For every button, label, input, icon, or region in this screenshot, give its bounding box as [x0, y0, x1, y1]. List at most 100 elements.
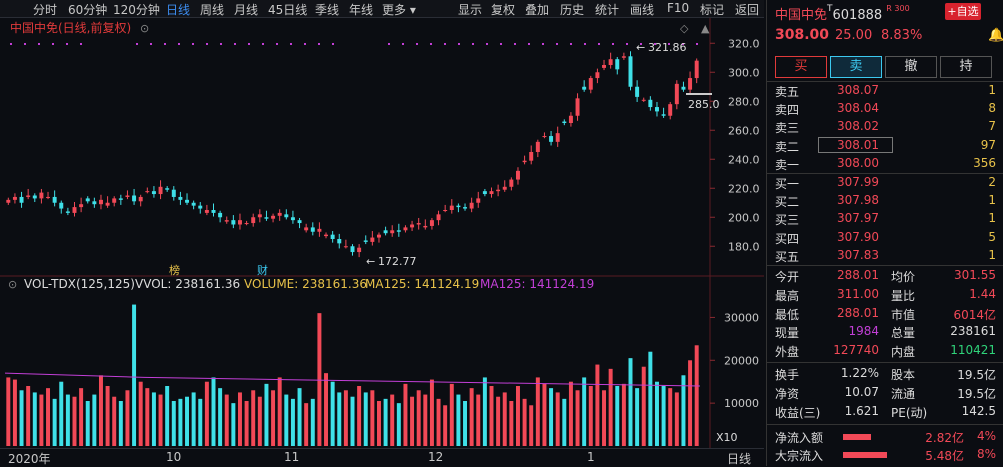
vol-unit: X10 [716, 431, 738, 444]
diamond-icon[interactable]: ◇ [680, 22, 689, 35]
tab-monthly[interactable]: 月线 [234, 3, 259, 17]
tag-ranking[interactable]: 榜 [169, 263, 180, 277]
chart-settings-icon[interactable]: ⊙ [140, 22, 149, 35]
flow-value: 5.48亿 [925, 449, 964, 463]
menu-adjust[interactable]: 复权 [491, 3, 516, 17]
buy-button[interactable]: 买 [775, 56, 827, 78]
candle [635, 86, 640, 97]
signal-dot [66, 43, 68, 45]
candle [350, 246, 355, 253]
tab-weekly[interactable]: 周线 [200, 3, 225, 17]
candle [489, 191, 494, 195]
tab-120min[interactable]: 120分钟 [113, 3, 160, 17]
stat-label-2: 量比 [891, 288, 916, 303]
volume-bar [284, 394, 289, 446]
menu-overlay[interactable]: 叠加 [525, 3, 550, 17]
candle [429, 220, 434, 226]
bid-label: 买四 [775, 231, 800, 246]
candle [125, 195, 130, 197]
volume-bar [85, 401, 90, 446]
stat-value: 127740 [833, 343, 879, 358]
x-label-nov: 11 [284, 450, 300, 464]
ask-row[interactable]: 卖五 308.07 1 [767, 83, 1003, 100]
vol-settings-icon[interactable]: ⊙ [8, 278, 17, 291]
fundamental-row: 净资 10.07 流通 19.5亿 [767, 385, 1003, 402]
volume-bar [608, 368, 613, 446]
fund-value-2: 142.5 [961, 403, 996, 418]
volume-bar [476, 394, 481, 446]
tab-more[interactable]: 更多 ▾ [382, 3, 416, 17]
menu-history[interactable]: 历史 [560, 3, 585, 17]
bid-row[interactable]: 买三 307.97 1 [767, 211, 1003, 228]
bid-row[interactable]: 买五 307.83 1 [767, 248, 1003, 265]
positions-button[interactable]: 持 [940, 56, 992, 78]
ask-row[interactable]: 卖四 308.04 8 [767, 101, 1003, 118]
volume-bar [456, 394, 461, 446]
candle [522, 160, 527, 163]
volume-bar [132, 304, 137, 446]
ask-row[interactable]: 卖一 308.00 356 [767, 156, 1003, 173]
signal-dot [542, 43, 544, 45]
divider [767, 424, 1003, 425]
vol-tick-label: 20000 [724, 354, 759, 367]
volume-bar [562, 398, 567, 446]
stat-value: 311.00 [837, 286, 879, 301]
tab-intraday[interactable]: 分时 [33, 3, 58, 17]
stat-value: 1984 [848, 324, 879, 339]
candle [59, 202, 64, 209]
stat-label: 外盘 [775, 345, 800, 360]
vol-volume: VOLUME: 238161.36 [244, 277, 367, 291]
volume-bar [105, 386, 110, 446]
bid-row[interactable]: 买一 307.99 2 [767, 175, 1003, 192]
y-tick-label: 200.0 [728, 211, 760, 224]
tab-yearly[interactable]: 年线 [349, 3, 374, 17]
signal-dot [556, 43, 558, 45]
x-label-jan: 1 [587, 450, 595, 464]
menu-mark[interactable]: 标记 [700, 3, 725, 17]
bid-row[interactable]: 买四 307.90 5 [767, 230, 1003, 247]
tab-60min[interactable]: 60分钟 [68, 3, 108, 17]
flow-bar [843, 434, 871, 440]
volume-bar [674, 392, 679, 446]
stat-value-2: 6014亿 [953, 307, 996, 322]
ask-row[interactable]: 卖二 308.01 97 [767, 136, 1003, 155]
volume-bar [595, 364, 600, 446]
signal-dot [696, 43, 698, 45]
bid-price: 307.98 [837, 193, 879, 208]
candle [65, 211, 70, 213]
signal-dot [528, 43, 530, 45]
flow-label: 大宗流入 [775, 449, 824, 463]
add-watchlist-button[interactable]: +自选 [945, 3, 981, 20]
kline-chart[interactable]: 320.0 300.0 280.0 260.0 240.0 220.0 200.0 180.0… [0, 18, 764, 448]
candle [257, 214, 262, 218]
cancel-order-button[interactable]: 撤 [885, 56, 937, 78]
volume-bar [555, 392, 560, 446]
volume-bar [165, 386, 170, 446]
signal-dot [136, 43, 138, 45]
tab-45day[interactable]: 45日线 [268, 3, 308, 17]
bell-icon[interactable]: 🔔 [988, 28, 1003, 43]
menu-stats[interactable]: 统计 [595, 3, 620, 17]
price-change: 25.00 [835, 28, 873, 43]
tag-financial[interactable]: 财 [257, 263, 268, 277]
fund-value: 1.621 [844, 403, 879, 418]
bid-row[interactable]: 买二 307.98 1 [767, 193, 1003, 210]
tab-daily[interactable]: 日线 [166, 3, 191, 17]
signal-dot [38, 43, 40, 45]
candle [39, 192, 44, 199]
volume-bar [482, 377, 487, 446]
menu-draw[interactable]: 画线 [630, 3, 655, 17]
menu-display[interactable]: 显示 [458, 3, 483, 17]
bid-label: 买一 [775, 177, 800, 191]
tab-quarterly[interactable]: 季线 [315, 3, 340, 17]
candle [277, 212, 282, 216]
sell-button[interactable]: 卖 [830, 56, 882, 78]
volume-bar [621, 383, 626, 446]
menu-back[interactable]: 返回 [735, 3, 760, 17]
menu-f10[interactable]: F10 [667, 1, 690, 15]
candle [496, 189, 501, 192]
vol-indicator-name[interactable]: VOL-TDX(125,125) [24, 277, 135, 291]
ask-row[interactable]: 卖三 308.02 7 [767, 119, 1003, 136]
collapse-icon[interactable]: ▲ [701, 22, 710, 35]
volume-bar [290, 398, 295, 446]
